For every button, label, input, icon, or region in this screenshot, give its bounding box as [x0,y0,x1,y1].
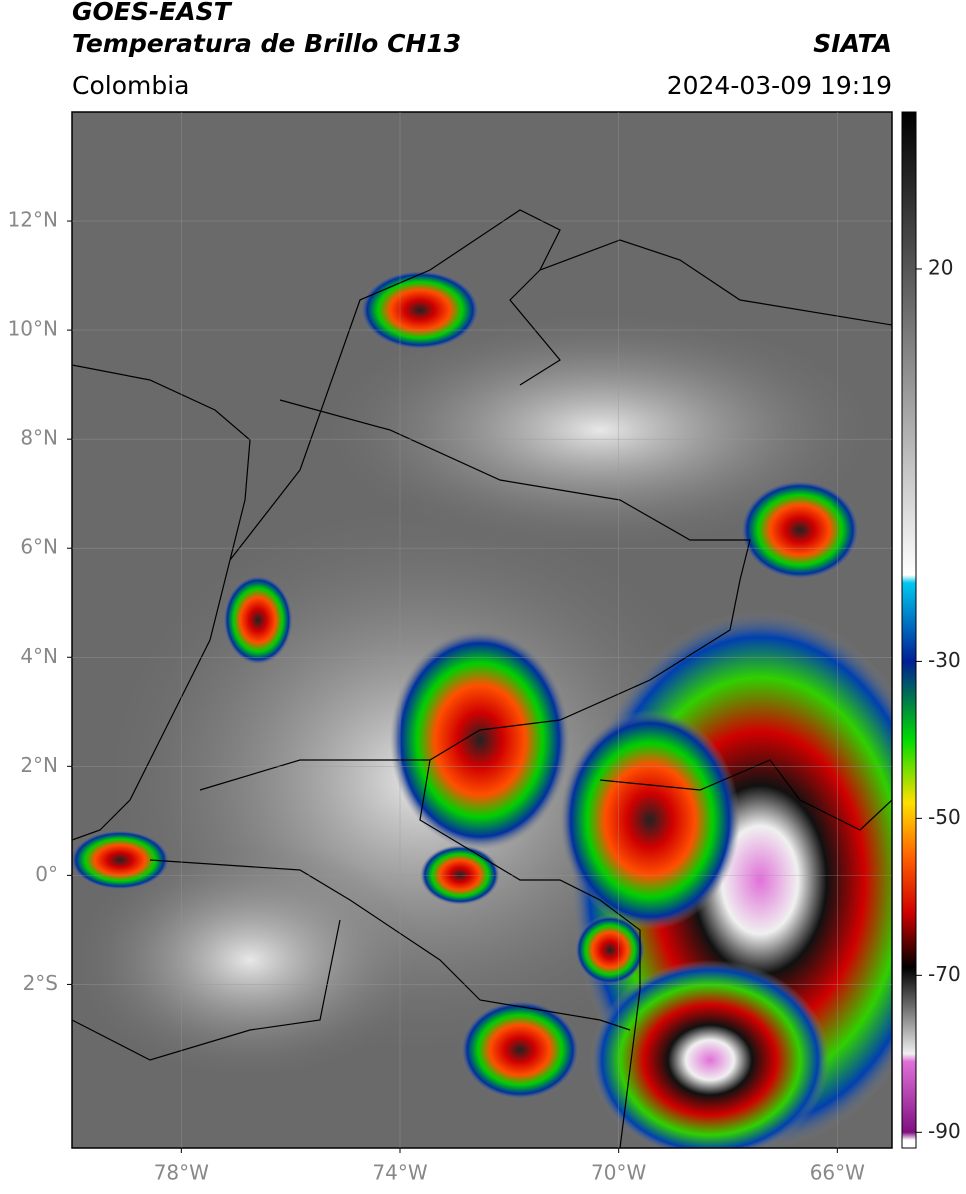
colorbar-tick-label: -70 [928,962,961,986]
colorbar-tick-label: -90 [928,1119,961,1143]
y-tick-label: 6°N [20,535,58,559]
storm [740,480,860,580]
subtitle: Temperatura de Brillo CH13 [72,29,461,58]
storm [420,845,500,905]
colorbar-tick-label: 20 [928,255,953,279]
storm [560,710,740,930]
y-tick-label: 2°S [23,971,58,995]
colorbar-tick-label: -30 [928,648,961,672]
datetime: 2024-03-09 19:19 [667,71,892,100]
x-tick-label: 78°W [154,1161,209,1185]
title: GOES-EAST [72,0,233,26]
x-tick-label: 74°W [372,1161,427,1185]
storm [575,915,645,985]
y-tick-label: 8°N [20,426,58,450]
source: SIATA [813,29,892,58]
colorbar [901,111,917,1149]
storm [223,575,293,665]
y-tick-label: 2°N [20,753,58,777]
cloud [320,310,880,550]
y-tick-label: 10°N [8,317,58,341]
storm [72,830,170,890]
y-tick-label: 4°N [20,644,58,668]
x-tick-label: 66°W [810,1161,865,1185]
storm [390,630,570,850]
x-tick-label: 70°W [591,1161,646,1185]
storm [360,270,480,350]
cloud [72,840,430,1080]
y-tick-label: 12°N [8,208,58,232]
satellite-image [72,112,892,1148]
map-frame [71,111,893,1149]
colorbar-tick-label: -50 [928,805,961,829]
storm [460,1000,580,1100]
region: Colombia [72,71,189,100]
y-tick-label: 0° [35,862,58,886]
storm [590,960,830,1148]
